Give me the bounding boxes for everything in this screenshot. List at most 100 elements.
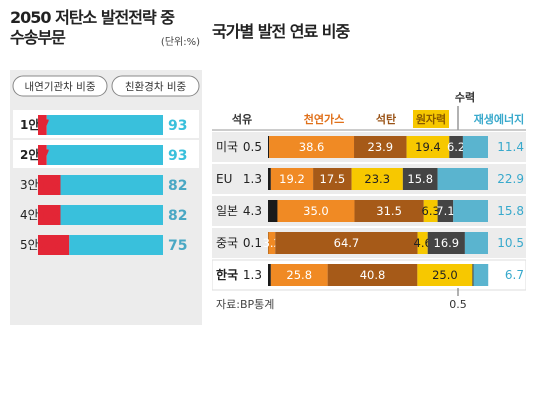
bar-eco [46,115,163,135]
legend-pill-ice [12,75,108,97]
bar-hydro [427,232,465,254]
source-label: 자료:BP통계 [216,298,274,311]
value-coal: 64.7 [334,236,360,250]
row-label: 미국 [216,140,238,154]
bar-coal [354,136,407,158]
bar-ice [38,115,47,135]
bar-eco [46,145,163,165]
value-nuclear: 6.3 [422,204,440,218]
bar-nuclear [417,264,473,286]
value-renew: 22.9 [497,172,524,186]
bar-gas [277,200,355,222]
value-coal: 40.8 [360,268,386,282]
bar-gas [268,232,276,254]
legend-gas: 천연가스 [304,112,344,126]
value-oil: 0.5 [243,140,262,154]
note-hydro-korea: 0.5 [449,298,467,311]
value-ice: 25 [40,238,59,254]
value-coal: 31.5 [376,204,402,218]
value-oil: 1.3 [243,268,262,282]
bar-ice [38,235,70,255]
bar-renew [473,264,489,286]
left-title-line2: 수송부문 [10,28,66,47]
value-renew: 15.8 [497,204,524,218]
value-hydro: 7.1 [436,204,454,218]
left-chart-panel: 내연기관차 비중 친환경차 비중 1안 7 93 2안 7 93 3안 18 82 4안 18 82 5안 2… [10,70,202,325]
value-nuclear: 4.6 [414,236,432,250]
left-title-line1: 2050 저탄소 발전전략 중 [10,8,175,27]
bar-hydro [402,168,438,190]
value-nuclear: 25.0 [432,268,458,282]
row-label: 4안 [20,208,39,222]
bar-oil [268,136,270,158]
value-gas: 25.8 [286,268,312,282]
bar-eco [69,235,163,255]
value-gas: 35.0 [303,204,329,218]
right-title: 국가별 발전 연료 비중 [212,22,350,41]
bar-renew [464,232,488,254]
legend-pill-eco [111,75,200,97]
bar-gas [269,136,355,158]
bar-hydro [449,136,463,158]
bar-ice [38,145,47,165]
bar-nuclear [423,200,438,222]
bar-coal [275,232,418,254]
bar-nuclear [406,136,450,158]
value-gas: 38.6 [299,140,325,154]
bar-renew [437,168,488,190]
value-eco: 82 [168,208,187,224]
row-label: 2안 [20,147,39,162]
value-ice: 7 [40,148,50,164]
value-nuclear: 23.3 [364,172,390,186]
value-gas: 19.2 [279,172,305,186]
bar-nuclear [351,168,403,190]
bar-eco [60,175,163,195]
value-oil: 0.1 [243,236,262,250]
value-ice: 18 [40,178,59,194]
bar-oil [268,264,271,286]
bar-ice [38,205,61,225]
value-renew: 10.5 [497,236,524,250]
bar-renew [453,200,488,222]
bar-ice [38,175,61,195]
value-eco: 82 [168,178,187,194]
value-eco: 93 [168,148,187,164]
left-title: 2050 저탄소 발전전략 중 수송부문 (단위:%) [10,8,210,48]
value-hydro: 6.2 [447,140,465,154]
row-label: 일본 [216,204,238,218]
bar-gas [270,168,314,190]
legend-oil: 석유 [232,112,252,126]
legend-nuclear: 원자력 [416,112,446,126]
bar-eco [60,205,163,225]
value-oil: 1.3 [243,172,262,186]
legend-coal: 석탄 [376,112,396,126]
bar-hydro [472,264,474,286]
unit-label: (단위:%) [160,37,200,48]
value-hydro: 16.9 [434,236,460,250]
bar-hydro [437,200,454,222]
legend-nuclear-bg [413,110,449,128]
row-label: 3안 [20,178,39,192]
bar-nuclear [417,232,428,254]
value-coal: 23.9 [368,140,394,154]
row-label: 1안 [20,117,39,132]
bar-renew [462,136,488,158]
legend-label-eco: 친환경차 비중 [125,80,187,93]
legend-label-ice: 내연기관차 비중 [25,81,96,93]
value-nuclear: 19.4 [415,140,441,154]
value-renew: 6.7 [505,268,524,282]
row-label: 한국 [216,267,238,282]
value-oil: 4.3 [243,204,262,218]
value-ice: 18 [40,208,59,224]
legend-hydro: 수력 [455,91,475,104]
bar-coal [327,264,418,286]
bar-oil [268,200,278,222]
value-eco: 93 [168,118,187,134]
row-label: 5안 [20,238,39,252]
bar-oil [268,168,271,190]
bar-coal [354,200,424,222]
bar-coal [313,168,352,190]
value-coal: 17.5 [320,172,346,186]
